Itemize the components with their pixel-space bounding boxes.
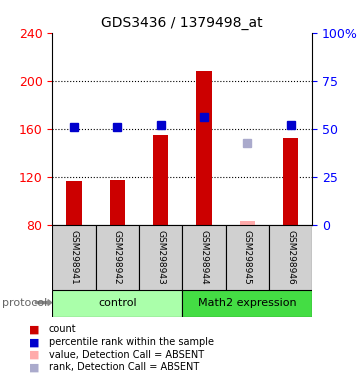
Bar — [226, 225, 269, 290]
Bar — [240, 221, 255, 225]
Text: GSM298942: GSM298942 — [113, 230, 122, 285]
Bar — [96, 225, 139, 290]
Bar — [269, 225, 312, 290]
Text: ■: ■ — [29, 362, 39, 372]
Text: ■: ■ — [29, 350, 39, 360]
Text: control: control — [98, 298, 136, 308]
Text: GSM298945: GSM298945 — [243, 230, 252, 285]
Text: GSM298944: GSM298944 — [200, 230, 208, 285]
Bar — [182, 290, 312, 317]
Text: GSM298941: GSM298941 — [70, 230, 78, 285]
Text: percentile rank within the sample: percentile rank within the sample — [49, 337, 214, 347]
Bar — [283, 138, 298, 225]
Text: ■: ■ — [29, 337, 39, 347]
Text: ■: ■ — [29, 324, 39, 334]
Text: GSM298946: GSM298946 — [286, 230, 295, 285]
Bar — [52, 225, 96, 290]
Bar — [182, 225, 226, 290]
Bar — [196, 71, 212, 225]
Text: protocol: protocol — [2, 298, 47, 308]
Text: rank, Detection Call = ABSENT: rank, Detection Call = ABSENT — [49, 362, 199, 372]
Bar — [153, 135, 168, 225]
Bar — [139, 225, 182, 290]
Text: GSM298943: GSM298943 — [156, 230, 165, 285]
Text: Math2 expression: Math2 expression — [198, 298, 297, 308]
Text: count: count — [49, 324, 77, 334]
Bar — [110, 180, 125, 225]
Bar — [66, 182, 82, 225]
Text: value, Detection Call = ABSENT: value, Detection Call = ABSENT — [49, 350, 204, 360]
Bar — [52, 290, 182, 317]
Title: GDS3436 / 1379498_at: GDS3436 / 1379498_at — [101, 16, 263, 30]
